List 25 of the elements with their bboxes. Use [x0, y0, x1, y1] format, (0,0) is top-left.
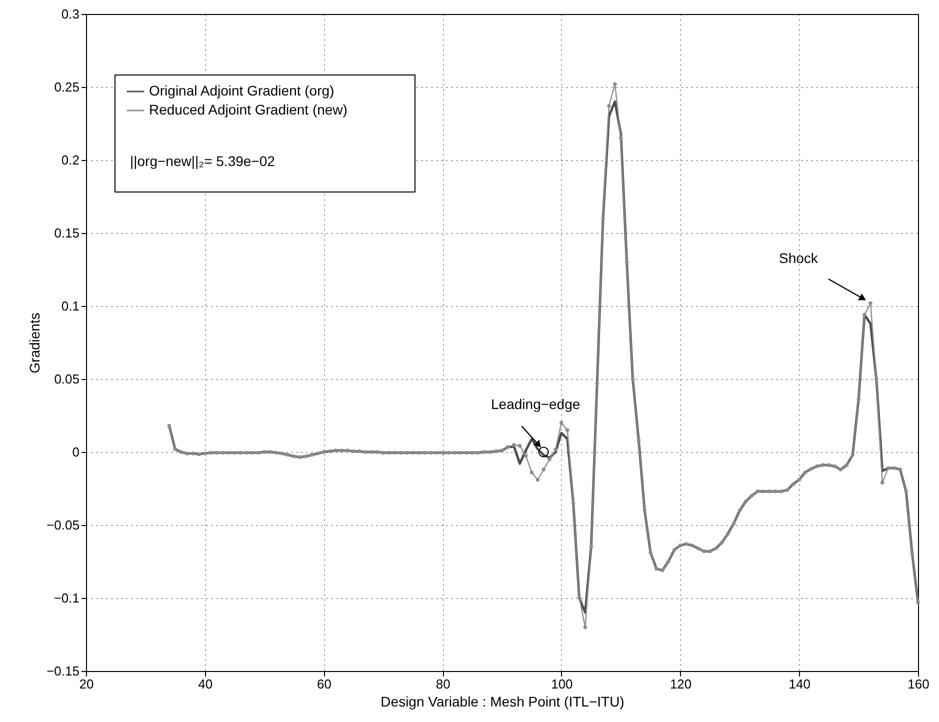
y-axis-title: Gradients [26, 312, 43, 374]
x-tick-label: 160 [908, 676, 930, 692]
x-tick-label: 140 [788, 676, 810, 692]
y-tick-label: −0.15 [46, 664, 80, 678]
annotation: Leading−edge [491, 396, 580, 412]
y-tick-label: 0.2 [61, 152, 80, 168]
legend-label: Original Adjoint Gradient (org) [149, 82, 334, 98]
x-tick-label: 120 [670, 676, 692, 692]
annotation: Shock [778, 250, 819, 266]
y-tick-label: 0.3 [61, 6, 80, 22]
x-axis-title: Design Variable : Mesh Point (ITL−ITU) [380, 694, 624, 710]
y-tick-label: 0.25 [54, 80, 80, 94]
x-tick-label: 20 [79, 676, 94, 692]
x-tick-label: 40 [198, 676, 213, 692]
y-tick-label: −0.1 [54, 590, 80, 606]
y-tick-label: −0.05 [46, 518, 80, 532]
x-tick-label: 100 [551, 676, 573, 692]
legend-label: Reduced Adjoint Gradient (new) [149, 102, 348, 118]
y-tick-label: 0.05 [54, 372, 80, 386]
x-tick-label: 60 [316, 676, 332, 692]
y-tick-label: 0.15 [54, 226, 80, 240]
y-tick-label: 0.1 [61, 298, 80, 314]
y-tick-label: 0 [72, 444, 80, 460]
annotation: ||org−new||₂= 5.39e−02 [130, 153, 276, 169]
x-tick-label: 80 [436, 676, 450, 692]
